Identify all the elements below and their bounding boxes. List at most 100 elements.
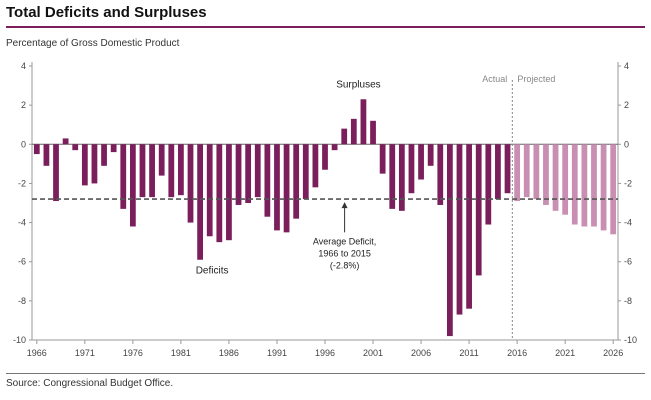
average-annotation-line3: (-2.8%) — [330, 260, 360, 270]
projected-bar — [581, 144, 588, 227]
y-tick-label: -4 — [18, 218, 26, 228]
actual-bar — [139, 144, 146, 198]
actual-bar — [418, 144, 424, 180]
x-tick-label: 2026 — [603, 348, 623, 358]
projected-bar — [523, 144, 530, 198]
actual-bar — [437, 144, 444, 205]
y-tick-label: -10 — [13, 335, 26, 345]
actual-bar — [341, 128, 348, 145]
actual-bar — [129, 144, 136, 227]
actual-bar — [158, 144, 165, 176]
actual-bar — [447, 144, 453, 337]
actual-bar — [274, 144, 280, 231]
projected-bar — [533, 144, 540, 200]
average-annotation-arrowhead — [341, 202, 348, 209]
actual-bar — [360, 99, 367, 145]
actual-bar — [72, 144, 79, 151]
x-tick-label: 1986 — [219, 348, 239, 358]
chart-title: Total Deficits and Surpluses — [6, 4, 207, 21]
projected-bar — [562, 144, 569, 215]
actual-bar — [149, 144, 155, 198]
actual-bar — [312, 144, 319, 188]
y-tick-label-right: -6 — [624, 257, 632, 267]
y-tick-label-right: -4 — [624, 218, 632, 228]
footer-rule — [6, 373, 645, 374]
actual-bar — [427, 144, 434, 166]
actual-bar — [235, 144, 242, 205]
actual-bar — [197, 144, 203, 260]
projected-label: Projected — [517, 74, 555, 84]
actual-bar — [187, 144, 194, 223]
chart-bars — [33, 99, 617, 337]
actual-bar — [110, 144, 117, 153]
actual-bar — [408, 144, 415, 194]
actual-bar — [216, 144, 223, 243]
projected-bar — [552, 144, 559, 211]
x-tick-label: 2011 — [459, 348, 478, 358]
chart-grid — [29, 62, 621, 344]
surpluses-label: Surpluses — [336, 79, 380, 90]
actual-bar — [120, 144, 127, 209]
x-tick-label: 1996 — [315, 348, 335, 358]
actual-bar — [245, 144, 252, 203]
source-note: Source: Congressional Budget Office. — [6, 378, 174, 389]
projected-bar — [543, 144, 549, 205]
x-tick-label: 1976 — [123, 348, 143, 358]
actual-bar — [398, 144, 405, 211]
actual-bar — [293, 144, 300, 219]
projected-bar — [591, 144, 597, 227]
actual-bar — [81, 144, 88, 186]
actual-bar — [91, 144, 98, 184]
actual-bar — [62, 138, 69, 145]
actual-bar — [101, 144, 107, 166]
actual-bar — [485, 144, 492, 225]
title-rule — [6, 26, 645, 28]
actual-bar — [504, 144, 511, 194]
projected-bar — [514, 144, 521, 202]
x-tick-label: 2016 — [507, 348, 527, 358]
actual-bar — [370, 120, 376, 145]
x-tick-label: 1991 — [267, 348, 287, 358]
projected-bar — [610, 144, 617, 235]
deficits-label: Deficits — [196, 266, 229, 277]
actual-bar — [495, 144, 501, 200]
actual-bar — [206, 144, 213, 237]
x-tick-label: 2001 — [363, 348, 383, 358]
actual-bar — [350, 118, 357, 145]
chart-subtitle: Percentage of Gross Domestic Product — [6, 38, 180, 49]
actual-bar — [456, 144, 463, 315]
y-tick-label: 0 — [21, 139, 26, 149]
y-tick-label-right: 2 — [624, 100, 629, 110]
actual-label: Actual — [482, 74, 507, 84]
projected-bar — [600, 144, 607, 231]
actual-bar — [43, 144, 50, 166]
actual-bar — [302, 144, 309, 200]
y-tick-label: -8 — [18, 296, 26, 306]
actual-bar — [331, 144, 338, 151]
y-tick-label: 4 — [21, 61, 26, 71]
y-tick-label-right: 4 — [624, 61, 629, 71]
y-tick-label: -2 — [18, 178, 26, 188]
x-tick-label: 1981 — [171, 348, 191, 358]
average-annotation-line1: Average Deficit, — [313, 236, 376, 246]
actual-bar — [389, 144, 396, 209]
y-tick-label: 2 — [21, 100, 26, 110]
actual-bar — [33, 144, 40, 155]
actual-bar — [283, 144, 290, 233]
actual-bar — [379, 144, 386, 174]
average-annotation-line2: 1966 to 2015 — [318, 248, 371, 258]
actual-bar — [178, 144, 184, 196]
actual-bar — [466, 144, 472, 309]
actual-bar — [322, 144, 328, 170]
chart-lines — [32, 80, 618, 340]
y-tick-label-right: -8 — [624, 296, 632, 306]
y-tick-label-right: 0 — [624, 139, 629, 149]
x-tick-label: 2021 — [555, 348, 575, 358]
actual-bar — [475, 144, 482, 276]
y-tick-label-right: -2 — [624, 178, 632, 188]
actual-bar — [226, 144, 232, 241]
y-tick-label-right: -10 — [624, 335, 637, 345]
x-tick-label: 1971 — [75, 348, 95, 358]
